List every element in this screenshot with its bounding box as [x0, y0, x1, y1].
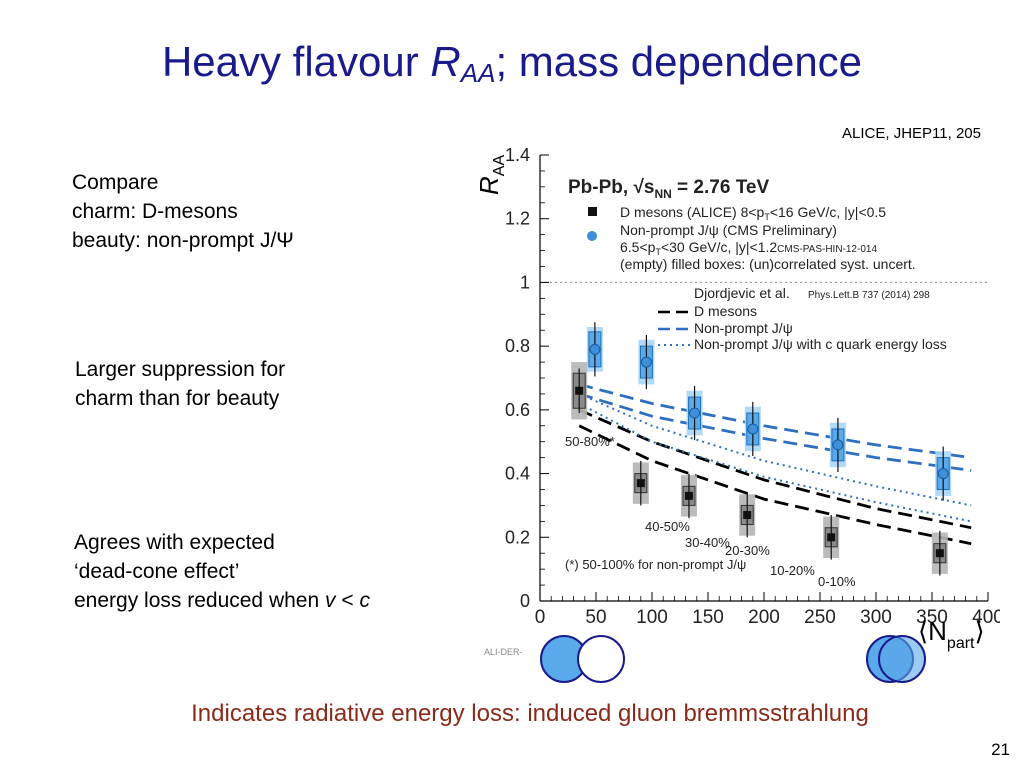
y-tick-label-5: 1: [520, 272, 530, 292]
compare-line-1: Compare: [72, 171, 159, 194]
x-tick-label-7: 350: [916, 607, 948, 628]
y-axis-title: RAA: [474, 155, 508, 195]
d-meson-point: [827, 533, 836, 542]
nucleus-right-central: [878, 635, 926, 683]
ticks-layer: 0 50 100 150 200 250 300 350 400 0 0.2 0.4 0.6 0.8 1 1.…: [505, 145, 1000, 628]
agrees-line-1: Agrees with expected: [74, 531, 275, 554]
legend-model-d: D mesons: [694, 303, 757, 319]
legend-marker-d-mesons: [588, 207, 597, 216]
centrality-layer: 50-80%* 40-50%30-40%20-30%10-20%0-10%: [565, 434, 856, 589]
y-tick-label-2: 0.4: [505, 464, 530, 484]
agrees-line-3: energy loss reduced when v < c: [74, 589, 370, 612]
centrality-label-0: 50-80%*: [565, 434, 615, 449]
suppression-line-1: Larger suppression for: [75, 358, 286, 381]
model-curve-1-lower: [578, 392, 972, 472]
legend-marker-jpsi: [587, 231, 597, 241]
jpsi-point: [689, 407, 701, 419]
raa-chart: 0 50 100 150 200 250 300 350 400 0 0.2 0.4 0.6 0.8 1 1.…: [474, 145, 1000, 652]
nucleus-right: [577, 635, 625, 683]
agrees-text: Agrees with expected ‘dead-cone effect’ …: [74, 528, 370, 615]
d-meson-point: [575, 386, 584, 395]
footer-statement: Indicates radiative energy loss: induced…: [191, 700, 869, 727]
centrality-label-5: 0-10%: [818, 574, 856, 589]
d-meson-point: [743, 510, 752, 519]
x-tick-label-3: 150: [692, 607, 724, 628]
central-overlap-icon: [866, 635, 926, 683]
points-layer: [575, 322, 949, 576]
model-curve-0-upper: [578, 408, 972, 530]
centrality-label-3: 20-30%: [725, 543, 770, 558]
compare-text: Compare charm: D-mesons beauty: non-prom…: [72, 168, 294, 255]
legend-model-ref: Phys.Lett.B 737 (2014) 298: [808, 290, 930, 301]
legend-model-jpsi-c: Non-prompt J/ψ with c quark energy loss: [694, 336, 947, 352]
y-tick-label-7: 1.4: [505, 145, 530, 165]
x-tick-label-0: 0: [535, 607, 546, 628]
page-number: 21: [991, 740, 1010, 759]
d-meson-point: [684, 491, 693, 500]
y-tick-label-3: 0.6: [505, 400, 530, 420]
x-tick-label-1: 50: [585, 607, 606, 628]
reference-citation: ALICE, JHEP11, 205: [842, 125, 981, 142]
legend-model-title: Djordjevic et al.: [694, 285, 790, 301]
model-curve-2-lower: [578, 402, 972, 523]
legend-jpsi-line2: 6.5<pT<30 GeV/c, |y|<1.2CMS-PAS-HIN-12-0…: [620, 239, 877, 257]
overlap-diagrams: ALI-DER-: [484, 635, 926, 683]
jpsi-point: [937, 468, 949, 480]
centrality-label-4: 10-20%: [770, 563, 815, 578]
y-tick-label-0: 0: [520, 591, 530, 611]
x-tick-label-2: 100: [636, 607, 668, 628]
peripheral-overlap-icon: [540, 635, 625, 683]
y-tick-label-6: 1.2: [505, 209, 530, 229]
y-tick-label-1: 0.2: [505, 527, 530, 547]
suppression-line-2: charm than for beauty: [75, 387, 280, 410]
model-curve-0-lower: [578, 424, 972, 546]
suppression-text: Larger suppression for charm than for be…: [75, 355, 285, 413]
x-axis-title: ⟨Npart⟩: [918, 616, 985, 652]
compare-line-3: beauty: non-prompt J/Ψ: [72, 229, 294, 252]
title-r: R: [430, 38, 461, 85]
d-meson-point: [935, 549, 944, 558]
title-subscript: AA: [460, 58, 496, 88]
d-meson-point: [636, 479, 645, 488]
legend-jpsi-line1: Non-prompt J/ψ (CMS Preliminary): [620, 222, 837, 238]
jpsi-point: [589, 343, 601, 355]
legend-boxes-note: (empty) filled boxes: (un)correlated sys…: [620, 256, 916, 272]
jpsi-point: [832, 439, 844, 451]
jpsi-point: [747, 423, 759, 435]
model-curve-1-upper: [578, 383, 972, 459]
centrality-label-1: 40-50%: [645, 519, 690, 534]
watermark: ALI-DER-: [484, 647, 523, 657]
slide-title: Heavy flavour RAA; mass dependence: [161, 38, 863, 88]
y-tick-label-4: 0.8: [505, 336, 530, 356]
x-tick-label-8: 400: [972, 607, 1000, 628]
chart-header: Pb-Pb, √sNN = 2.76 TeV: [568, 177, 769, 201]
chart-note: (*) 50-100% for non-prompt J/ψ: [565, 557, 746, 572]
legend-d-mesons: D mesons (ALICE) 8<pT<16 GeV/c, |y|<0.5: [620, 204, 886, 222]
x-tick-label-5: 250: [804, 607, 836, 628]
compare-line-2: charm: D-mesons: [72, 200, 238, 223]
agrees-line-2: ‘dead-cone effect’: [74, 560, 240, 583]
centrality-label-2: 30-40%: [685, 535, 730, 550]
models-layer: [578, 383, 972, 546]
jpsi-point: [640, 356, 652, 368]
x-tick-label-6: 300: [860, 607, 892, 628]
x-tick-label-4: 200: [748, 607, 780, 628]
plot-area: [540, 155, 988, 601]
legend-model-jpsi: Non-prompt J/ψ: [694, 320, 793, 336]
